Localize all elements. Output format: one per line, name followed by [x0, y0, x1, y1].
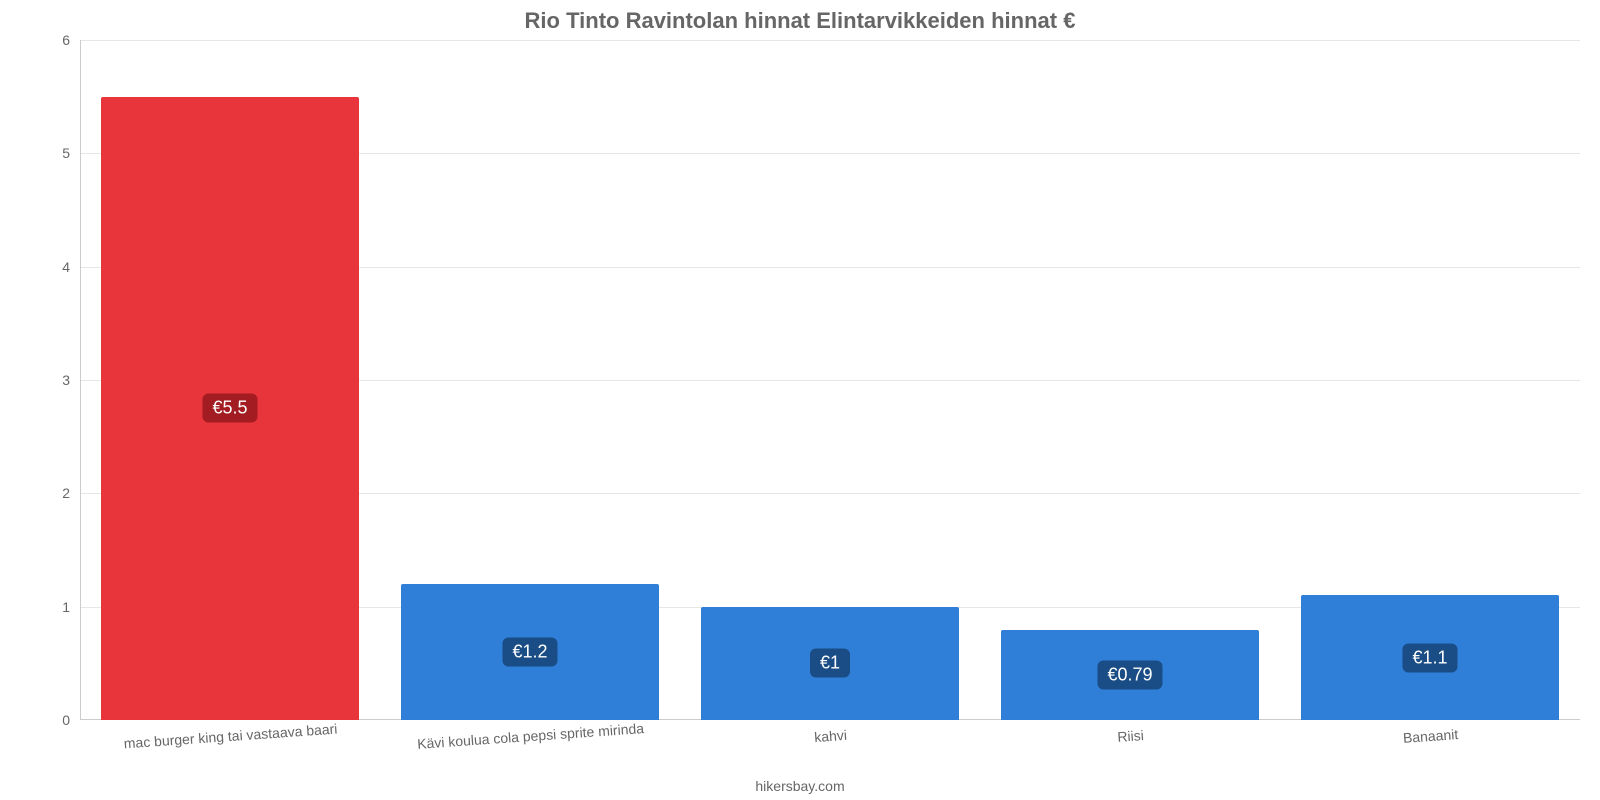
y-tick-label: 6 [62, 32, 70, 48]
value-badge: €1 [810, 649, 850, 678]
x-axis-labels: mac burger king tai vastaava baari Kävi k… [80, 722, 1580, 762]
x-tick-label: Kävi koulua cola pepsi sprite mirinda [417, 720, 645, 752]
value-badge: €1.1 [1402, 643, 1457, 672]
chart-plot-area: 0123456€5.5€1.2€1€0.79€1.1 [80, 40, 1580, 720]
value-badge: €5.5 [202, 394, 257, 423]
value-badge: €1.2 [502, 638, 557, 667]
gridline [80, 40, 1580, 41]
x-tick-label: kahvi [814, 727, 848, 745]
y-tick-label: 0 [62, 712, 70, 728]
chart-title: Rio Tinto Ravintolan hinnat Elintarvikke… [0, 0, 1600, 34]
attribution-text: hikersbay.com [0, 778, 1600, 794]
y-tick-label: 5 [62, 145, 70, 161]
y-tick-label: 1 [62, 599, 70, 615]
y-tick-label: 4 [62, 259, 70, 275]
y-tick-label: 2 [62, 485, 70, 501]
x-tick-label: Banaanit [1402, 726, 1458, 746]
y-axis-line [80, 40, 81, 720]
y-tick-label: 3 [62, 372, 70, 388]
x-tick-label: mac burger king tai vastaava baari [123, 721, 338, 752]
x-tick-label: Riisi [1117, 727, 1145, 745]
value-badge: €0.79 [1097, 661, 1162, 690]
